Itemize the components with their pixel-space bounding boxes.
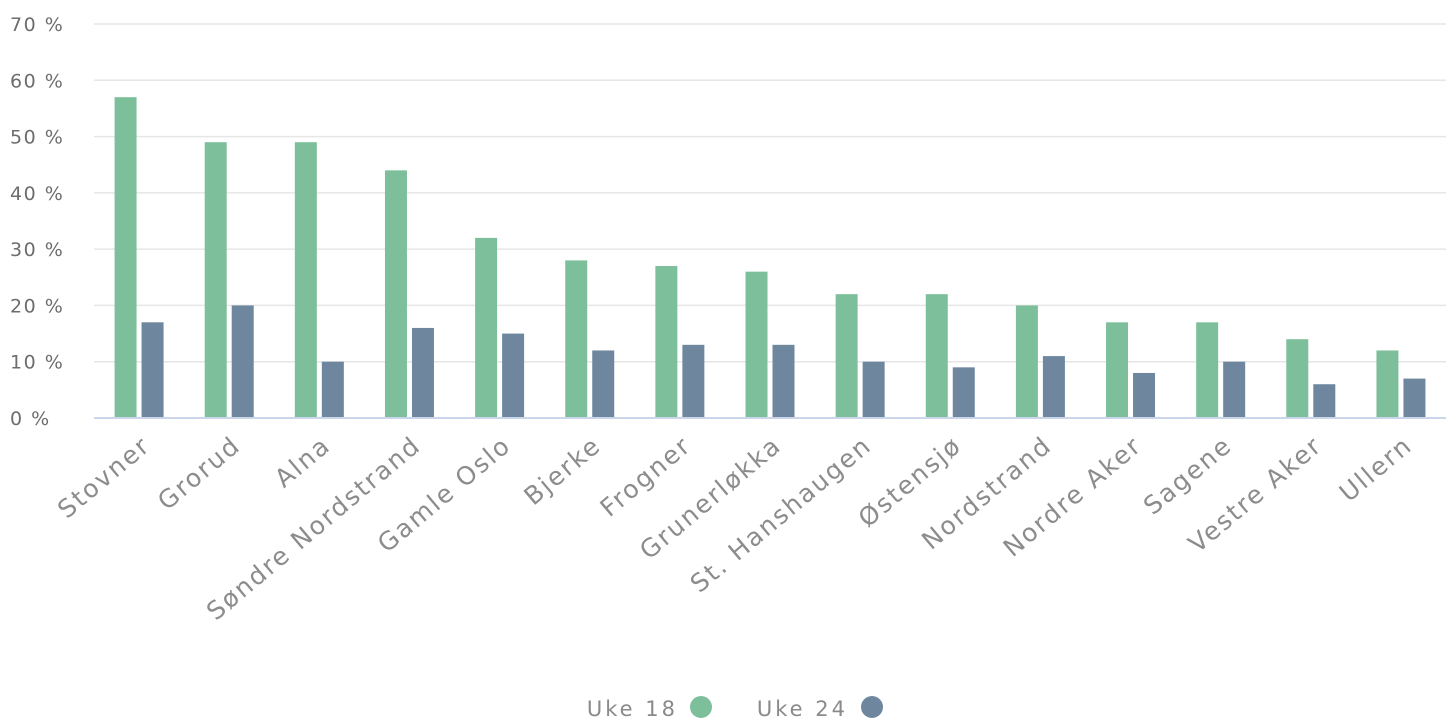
y-tick-label: 30 % xyxy=(10,239,64,261)
legend-item[interactable]: Uke 18 xyxy=(587,696,712,719)
legend-swatch xyxy=(690,696,712,718)
x-tick-label: Ullern xyxy=(1334,430,1418,507)
bar-series-1[interactable] xyxy=(204,142,227,418)
legend-label: Uke 18 xyxy=(587,697,678,719)
bar-series-1[interactable] xyxy=(475,237,498,418)
bar-series-1[interactable] xyxy=(745,271,768,418)
grid-lines xyxy=(94,23,1446,363)
bar-series-2[interactable] xyxy=(772,344,795,418)
y-axis: 0 % 10 % 20 % 30 % 40 % 50 % 60 % 70 % xyxy=(10,14,64,430)
y-tick-label: 20 % xyxy=(10,295,64,317)
bar-series-1[interactable] xyxy=(925,294,948,418)
bars xyxy=(114,97,1426,419)
bar-series-2[interactable] xyxy=(952,367,975,418)
legend-swatch xyxy=(861,696,883,718)
bar-series-2[interactable] xyxy=(321,361,344,418)
bar-series-1[interactable] xyxy=(835,294,858,418)
y-tick-label: 0 % xyxy=(10,408,51,430)
bar-series-2[interactable] xyxy=(1313,384,1336,418)
x-tick-label: Bjerke xyxy=(518,430,606,511)
x-tick-label: Alna xyxy=(269,430,336,493)
y-tick-label: 40 % xyxy=(10,183,64,205)
legend[interactable]: Uke 18 Uke 24 xyxy=(587,696,883,719)
bar-series-1[interactable] xyxy=(384,170,407,418)
bar-series-1[interactable] xyxy=(1015,305,1038,418)
bar-series-1[interactable] xyxy=(1106,322,1129,418)
bar-series-2[interactable] xyxy=(592,350,615,418)
bar-series-1[interactable] xyxy=(1376,350,1399,418)
x-tick-label: Grorud xyxy=(152,430,246,515)
bar-series-1[interactable] xyxy=(1196,322,1219,418)
bar-series-2[interactable] xyxy=(1042,356,1065,418)
bar-series-2[interactable] xyxy=(862,361,885,418)
legend-item[interactable]: Uke 24 xyxy=(757,696,883,719)
legend-label: Uke 24 xyxy=(757,697,848,719)
y-tick-label: 10 % xyxy=(10,352,64,374)
bar-series-1[interactable] xyxy=(565,260,588,418)
bar-series-1[interactable] xyxy=(294,142,317,418)
bar-series-2[interactable] xyxy=(231,305,254,418)
bar-series-2[interactable] xyxy=(1133,372,1156,418)
y-tick-label: 60 % xyxy=(10,70,64,92)
bar-series-2[interactable] xyxy=(1403,378,1426,418)
bar-series-2[interactable] xyxy=(1223,361,1246,418)
y-tick-label: 70 % xyxy=(10,14,64,36)
bar-series-2[interactable] xyxy=(141,322,164,418)
y-tick-label: 50 % xyxy=(10,127,64,149)
bar-series-1[interactable] xyxy=(1286,339,1309,418)
x-tick-label: Stovner xyxy=(52,430,156,524)
bar-series-2[interactable] xyxy=(411,327,434,418)
bar-series-2[interactable] xyxy=(502,333,525,418)
bar-series-1[interactable] xyxy=(655,266,678,418)
bar-series-2[interactable] xyxy=(682,344,705,418)
bar-series-1[interactable] xyxy=(114,97,137,419)
